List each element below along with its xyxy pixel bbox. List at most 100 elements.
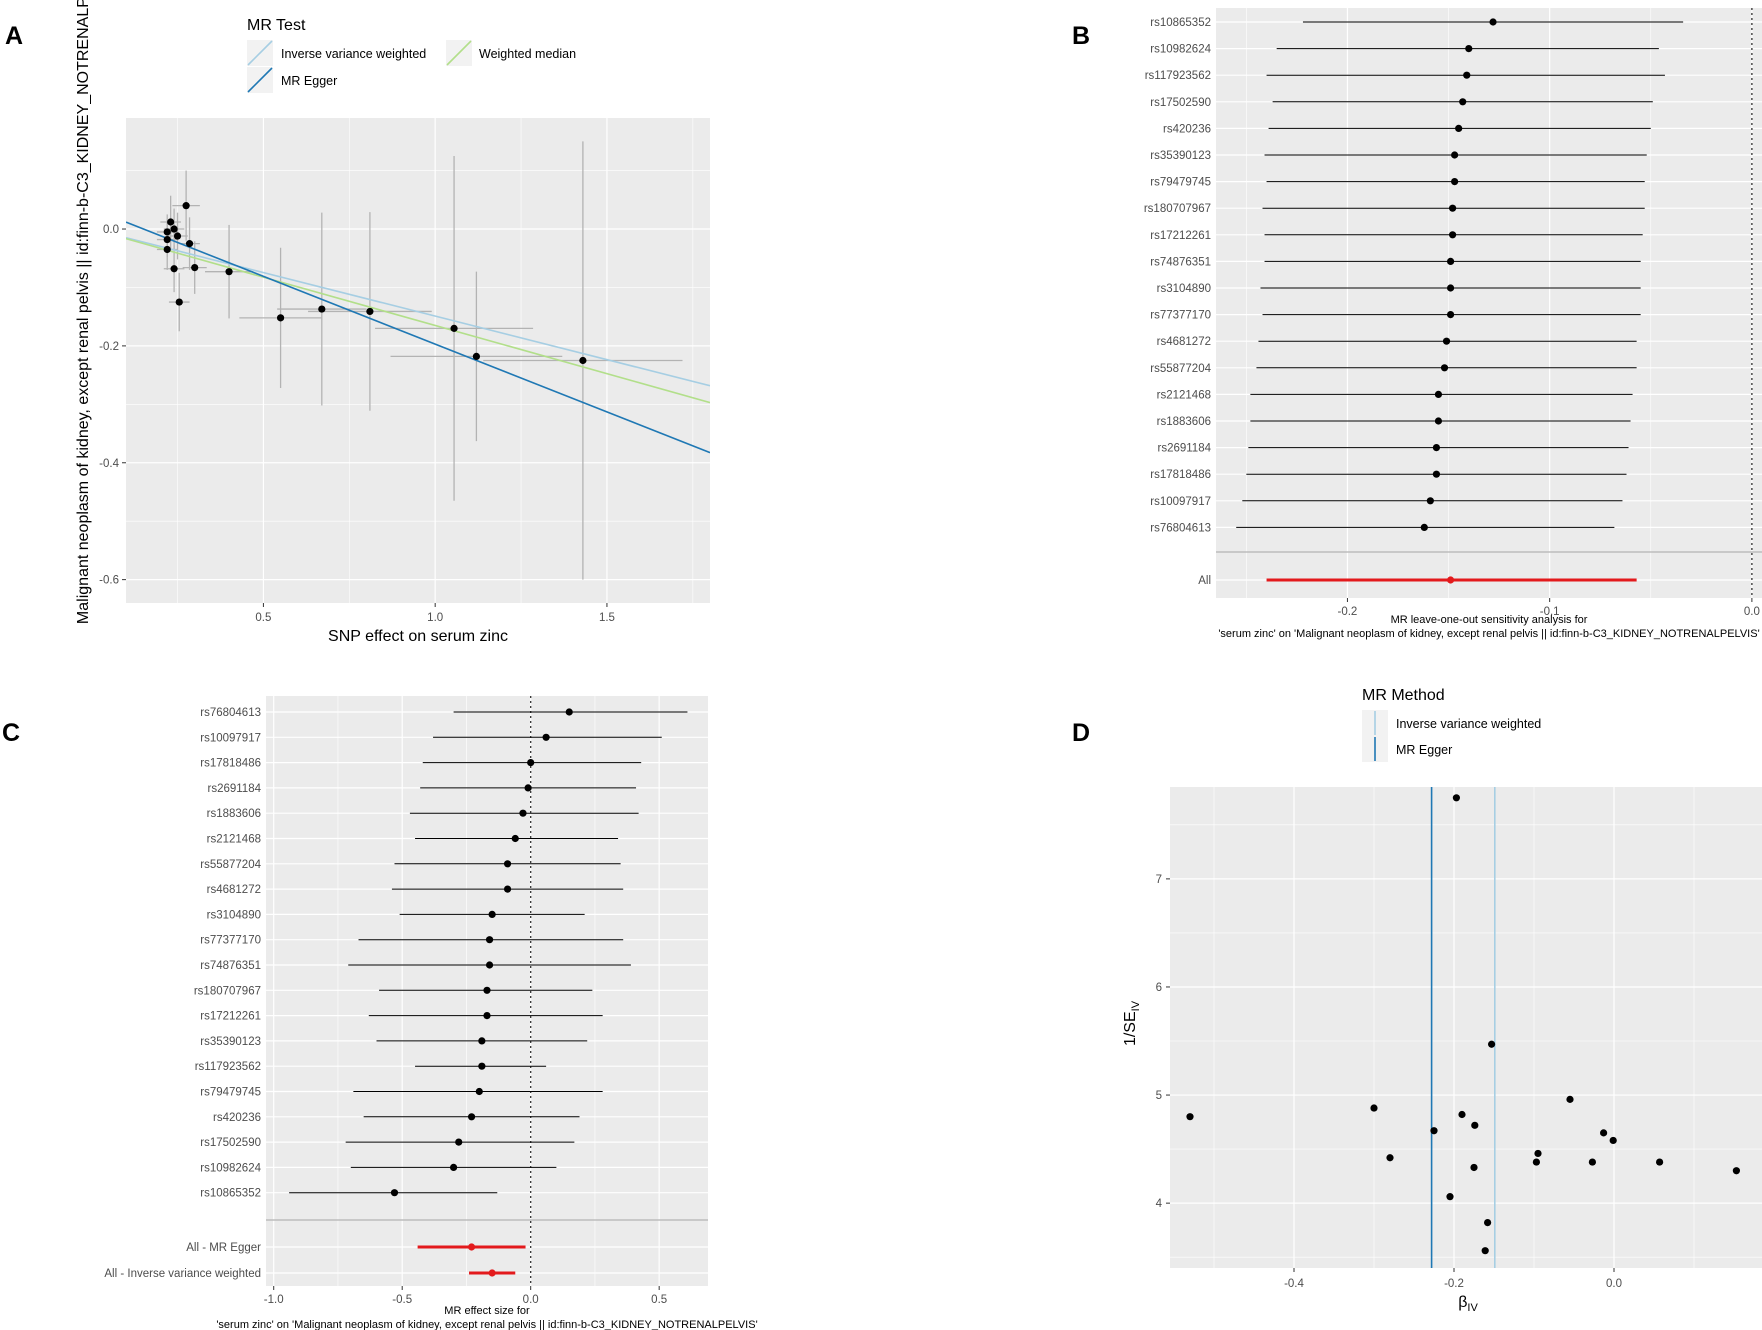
panel-a-point <box>579 356 587 365</box>
panel-c-point <box>542 733 550 741</box>
panel-b-point <box>1420 523 1428 532</box>
panel-d-y-tick-label: 5 <box>1156 1090 1162 1102</box>
panel-b-snp-label: rs76804613 <box>1150 522 1211 534</box>
panel-d-x-tick-label: -0.4 <box>1284 1278 1304 1290</box>
panel-d-point <box>1588 1158 1596 1166</box>
panel-c-summary-label: All - Inverse variance weighted <box>104 1268 261 1280</box>
panel-a-legend-label: Inverse variance weighted <box>281 47 426 61</box>
panel-a-letter: A <box>5 22 23 50</box>
panel-b-point <box>1426 497 1434 505</box>
panel-a-point <box>225 268 233 276</box>
panel-d-x-axis-title-sub: IV <box>1467 1302 1478 1314</box>
panel-c-snp-label: rs1883606 <box>207 808 261 820</box>
panel-b-snp-label: rs17502590 <box>1150 97 1211 109</box>
panel-c-snp-label: rs4681272 <box>207 884 261 896</box>
panel-d-x-tick-label: -0.2 <box>1444 1278 1464 1290</box>
panel-c-point <box>519 809 527 817</box>
panel-b-x-tick-label: -0.1 <box>1540 606 1560 618</box>
panel-b-snp-label: rs10097917 <box>1150 496 1211 508</box>
panel-b-point <box>1434 417 1443 425</box>
panel-d-legend-title: MR Method <box>1362 687 1445 704</box>
panel-c-summary-point <box>488 1269 496 1277</box>
panel-c-snp-label: rs10865352 <box>200 1188 261 1200</box>
panel-a-y-tick-label: -0.6 <box>99 575 119 587</box>
panel-b-background <box>1216 8 1762 598</box>
panel-c-point <box>449 1163 458 1171</box>
panel-a-point <box>163 228 171 236</box>
panel-a-regression-line <box>126 237 710 404</box>
panel-b-point <box>1440 364 1449 372</box>
panel-a-legend-label: MR Egger <box>281 74 337 88</box>
panel-b-point <box>1442 337 1451 345</box>
panel-c-point <box>524 784 532 792</box>
panel-b-snp-label: rs2121468 <box>1157 389 1211 401</box>
panel-d-legend-label: MR Egger <box>1396 743 1452 757</box>
panel-d-point <box>1186 1113 1194 1121</box>
panel-c-point <box>467 1113 476 1121</box>
panel-b-point <box>1459 98 1467 106</box>
panel-a-point <box>170 225 178 233</box>
panel-c-snp-label: rs17502590 <box>200 1137 261 1149</box>
panel-b-point <box>1451 178 1459 186</box>
panel-c-point <box>503 860 512 868</box>
panel-a-point <box>276 314 285 322</box>
panel-a-mr-scatter: 0.5 1.0 1.5 0.0 -0.2 -0.4 -0.6 SNP effect on se… <box>75 0 710 645</box>
panel-c-point <box>485 961 494 969</box>
panel-a-legend-label: Weighted median <box>479 47 576 61</box>
panel-c-point <box>483 1012 491 1020</box>
panel-c-snp-label: rs74876351 <box>200 960 261 972</box>
panel-b-title-line1: MR leave-one-out sensitivity analysis fo… <box>1391 614 1588 626</box>
panel-a-x-axis-title: SNP effect on serum zinc <box>328 628 508 645</box>
panel-a-y-tick-label: 0.0 <box>103 224 119 236</box>
panel-a-x-tick-label: 1.0 <box>427 612 443 624</box>
panel-c-point <box>527 759 535 767</box>
panel-b-title-line2: 'serum zinc' on 'Malignant neoplasm of k… <box>1218 628 1759 640</box>
panel-d-point <box>1532 1158 1540 1166</box>
panel-a-point <box>318 305 326 313</box>
panel-d-legend-label: Inverse variance weighted <box>1396 717 1541 731</box>
panel-c-summary-point <box>467 1243 476 1251</box>
panel-b-point <box>1449 231 1457 239</box>
panel-c-snp-label: rs10982624 <box>200 1162 261 1174</box>
panel-a-y-tick-label: -0.2 <box>99 341 119 353</box>
panel-c-snp-label: rs2121468 <box>207 834 261 846</box>
panel-d-point <box>1488 1040 1496 1048</box>
panel-d-point <box>1534 1149 1542 1158</box>
panel-c-snp-label: rs79479745 <box>200 1087 261 1099</box>
panel-c-x-tick-label: 0.5 <box>651 1294 667 1306</box>
panel-d-point <box>1481 1247 1489 1255</box>
panel-c-snp-label: rs420236 <box>213 1112 261 1124</box>
panel-b-point <box>1463 71 1471 79</box>
panel-d-legend: MR Method Inverse variance weighted MR Egg… <box>1362 687 1541 762</box>
panel-b-point <box>1446 311 1455 319</box>
panel-d-x-axis-title-main: β <box>1458 1294 1467 1311</box>
panel-a-y-tick-label: -0.4 <box>99 458 119 470</box>
panel-b-point <box>1465 45 1473 53</box>
panel-d-y-tick-label: 7 <box>1156 874 1162 886</box>
panel-c-snp-label: rs10097917 <box>200 732 261 744</box>
panel-d-y-axis-title-main: 1/SE <box>1122 1011 1139 1046</box>
panel-d-y-tick-label: 6 <box>1156 982 1162 994</box>
panel-c-snp-label: rs35390123 <box>200 1036 261 1048</box>
panel-b-snp-label: rs117923562 <box>1145 70 1211 82</box>
panel-b-snp-label: rs180707967 <box>1144 203 1211 215</box>
panel-c-point <box>478 1062 486 1070</box>
panel-a-legend-swatch <box>247 40 273 66</box>
panel-b-snp-label: rs1883606 <box>1157 416 1211 428</box>
panel-d-point <box>1458 1110 1466 1119</box>
panel-b-snp-label: rs77377170 <box>1150 310 1211 322</box>
panel-b-x-tick-label: 0.0 <box>1744 606 1760 618</box>
panel-a-regression-line <box>126 236 710 387</box>
panel-a-point <box>173 232 182 240</box>
panel-b-snp-label: rs4681272 <box>1157 336 1211 348</box>
panel-a-point <box>163 245 171 254</box>
panel-a-point <box>170 265 178 273</box>
panel-a-x-tick-label: 1.5 <box>599 612 615 624</box>
panel-b-point <box>1434 390 1443 398</box>
panel-a-x-tick-label: 0.5 <box>255 612 271 624</box>
panel-a-legend-swatch <box>247 67 273 93</box>
panel-d-point <box>1656 1158 1664 1166</box>
panel-c-snp-label: rs3104890 <box>207 909 261 921</box>
panel-c-snp-label: rs76804613 <box>200 707 261 719</box>
panel-d-point <box>1386 1154 1394 1162</box>
